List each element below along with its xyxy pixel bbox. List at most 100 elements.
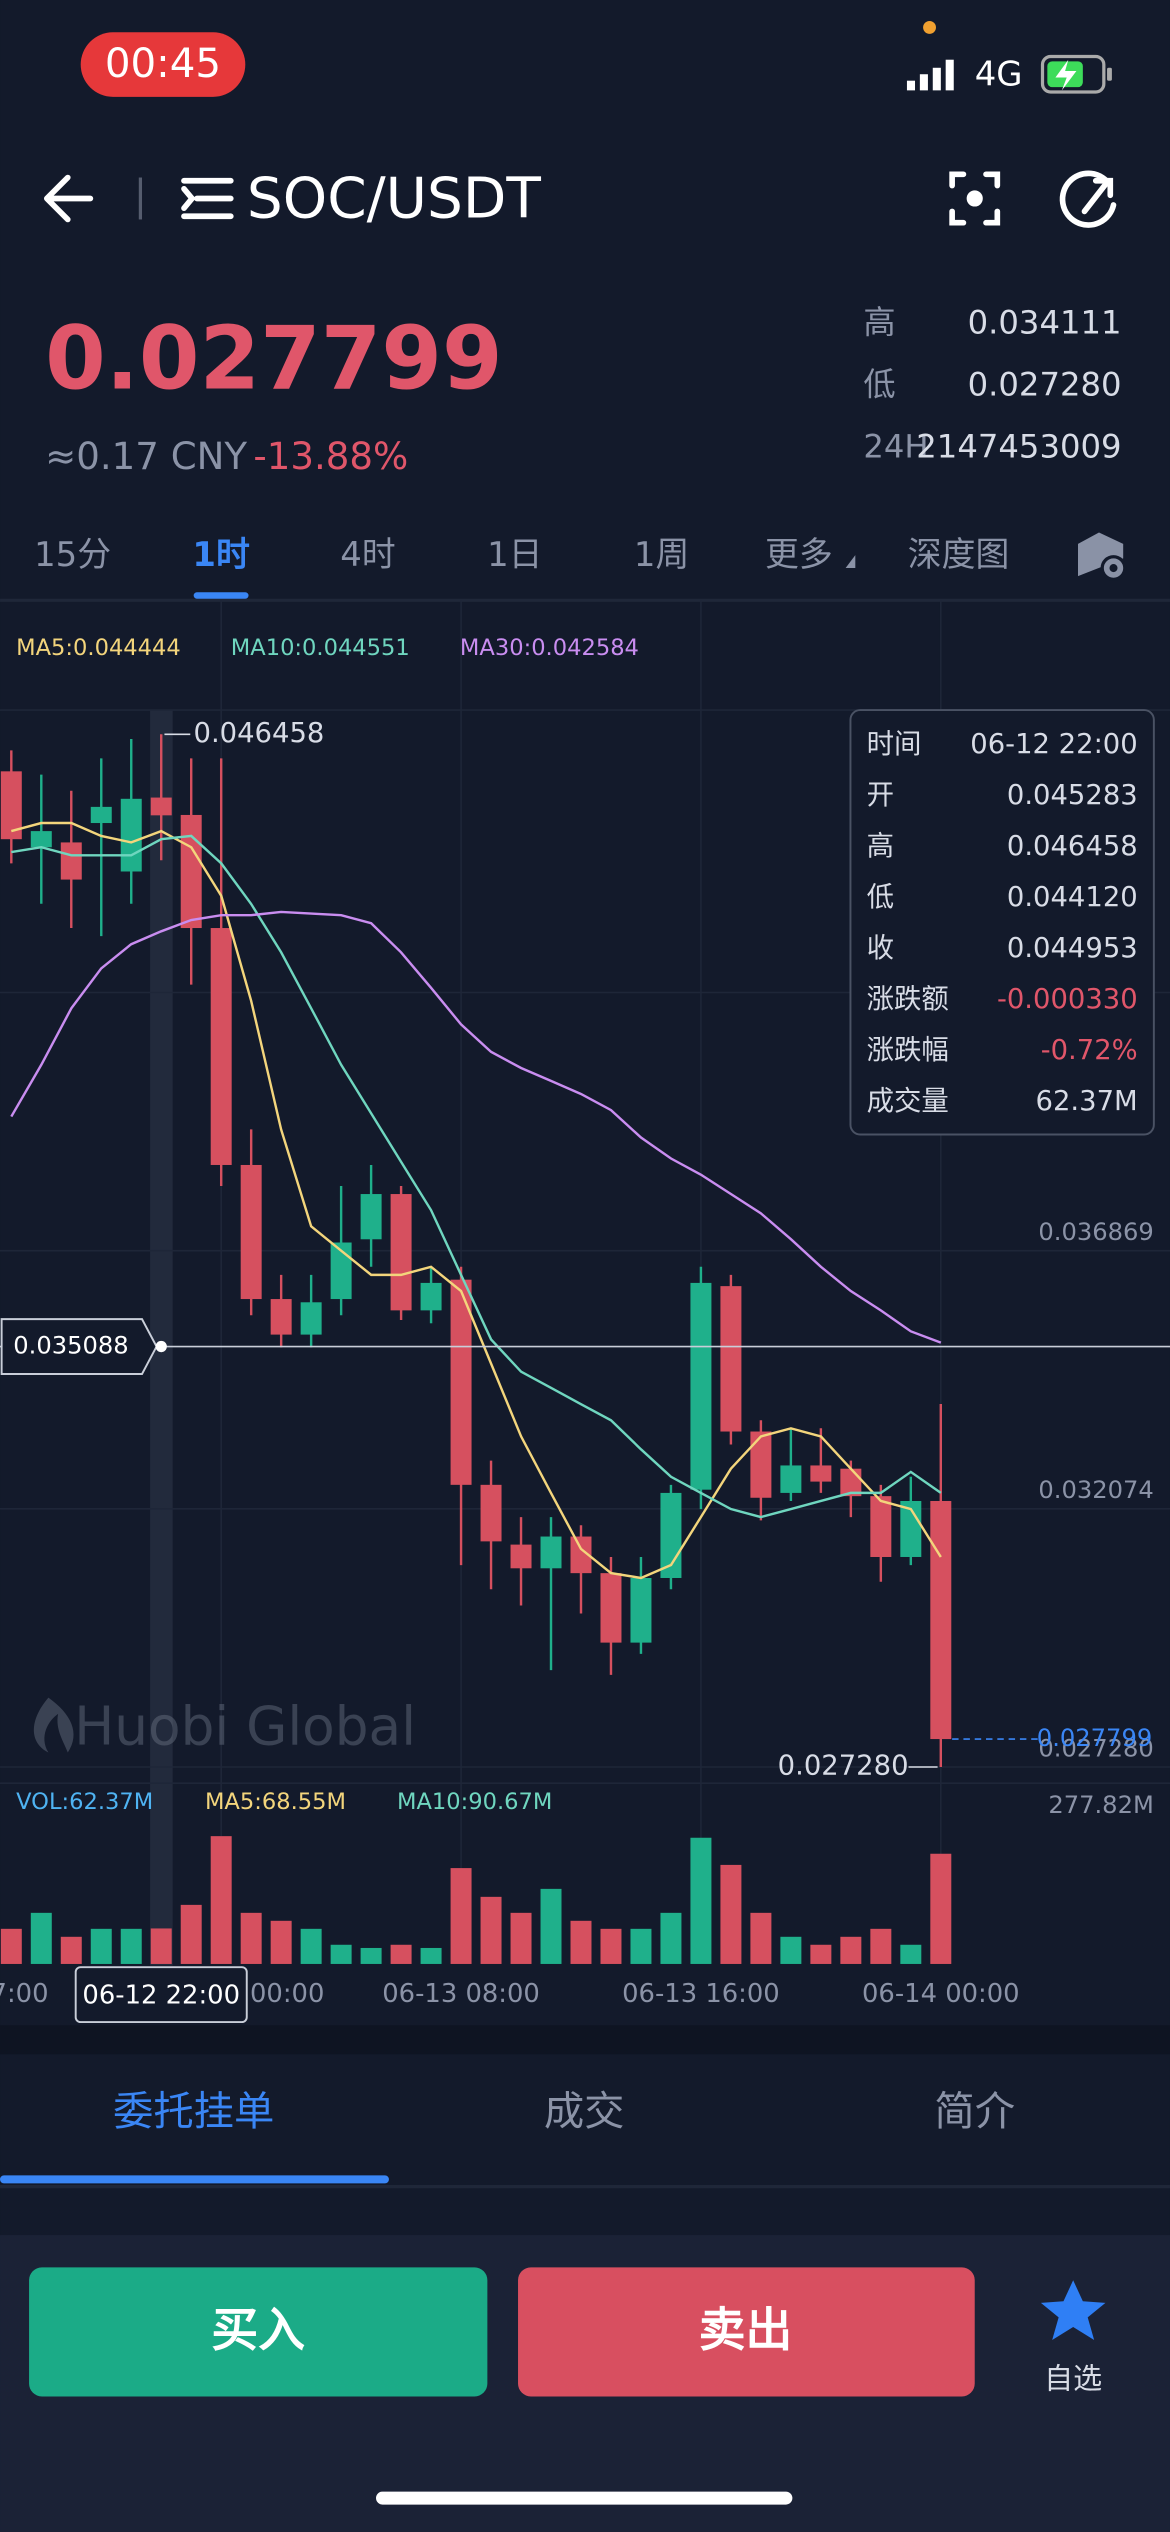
stat-label: 低: [863, 365, 895, 403]
favorite-star[interactable]: [1040, 2280, 1106, 2340]
volume-bar: [570, 1920, 592, 1964]
tooltip-box: [849, 709, 1155, 1136]
battery-icon: [1040, 54, 1112, 94]
ma-line: [10, 821, 942, 1580]
interval-tab[interactable]: 1日: [487, 535, 542, 574]
tooltip-value: 0.044953: [1007, 933, 1138, 964]
volume-bar: [300, 1928, 322, 1964]
volume-bar: [480, 1896, 502, 1964]
pair-title[interactable]: SOC/USDT: [247, 166, 541, 231]
order-tab[interactable]: 委托挂单: [113, 2088, 274, 2135]
volume-bar: [870, 1928, 892, 1964]
volume-bar: [540, 1888, 562, 1964]
volume-bar: [30, 1912, 52, 1964]
candle-body: [90, 806, 112, 824]
indicator-settings-icon[interactable]: [1078, 532, 1127, 581]
sell-label[interactable]: 卖出: [699, 2304, 793, 2358]
volume-bar: [180, 1904, 202, 1964]
gap: [0, 2025, 1170, 2055]
change-percent: -13.88%: [253, 435, 408, 478]
more-triangle: [845, 555, 856, 569]
interval-tab[interactable]: 1周: [634, 535, 689, 574]
tooltip-label: 涨跌幅: [867, 1035, 949, 1066]
candle-body: [210, 928, 232, 1165]
crosshair-price: 0.035088: [13, 1332, 128, 1360]
volume-legend: MA10:90.67M: [397, 1789, 552, 1815]
crosshair-column: [150, 710, 173, 1966]
candle-body: [930, 1500, 952, 1740]
candle-body: [780, 1465, 802, 1493]
buy-button[interactable]: [29, 2267, 488, 2397]
stat-label: 高: [863, 303, 895, 341]
volume-bar: [810, 1944, 832, 1964]
crosshair-dot: [155, 1340, 167, 1353]
candle-body: [390, 1194, 412, 1311]
volume-legend: MA5:68.55M: [205, 1789, 346, 1815]
order-tab[interactable]: 简介: [934, 2088, 1015, 2135]
back-button[interactable]: [43, 174, 94, 223]
tooltip-value: -0.000330: [997, 984, 1138, 1015]
status-time: 00:45: [105, 40, 221, 87]
candle-body: [450, 1279, 472, 1485]
interval-tab[interactable]: 15分: [34, 535, 111, 574]
network: 4G: [975, 54, 1023, 93]
candle-body: [180, 814, 202, 929]
candle-body: [420, 1282, 442, 1311]
dynamic-layer: 0.027799 ≈0.17 CNY -13.88% 高 0.034111 低 0.0272…: [0, 303, 1170, 2395]
ma-legend: MA30:0.042584: [460, 635, 639, 661]
candle-body: [570, 1536, 592, 1574]
watermark-logo: [33, 1697, 74, 1753]
home-indicator: [376, 2491, 793, 2505]
interval-tab[interactable]: 更多: [765, 535, 833, 574]
volume-bar: [330, 1944, 352, 1964]
volume-bar: [780, 1936, 802, 1964]
stat-label: 24H: [863, 428, 928, 466]
interval-tab[interactable]: 1时: [192, 535, 250, 574]
volume-bar: [750, 1912, 772, 1964]
sell-button[interactable]: [518, 2267, 975, 2397]
volume-tick-label: 277.82M: [1048, 1791, 1154, 1819]
menu-icon[interactable]: [181, 177, 234, 220]
candle-body: [600, 1573, 622, 1643]
candle-body: [900, 1500, 922, 1557]
candle-body: [120, 798, 142, 872]
candle-body: [30, 831, 52, 848]
volume-bar: [360, 1947, 382, 1964]
candle-body: [870, 1496, 892, 1557]
tooltip-label: 开: [867, 780, 894, 811]
volume-bar: [120, 1928, 142, 1964]
tooltip-value: 0.044120: [1007, 882, 1138, 913]
x-tick-label: 06-14 00:00: [862, 1979, 1020, 2009]
volume-bar: [390, 1944, 412, 1964]
order-tab[interactable]: 成交: [544, 2088, 625, 2135]
candle-body: [300, 1302, 322, 1335]
candle-body: [360, 1194, 382, 1240]
interval-tab[interactable]: 4时: [340, 535, 395, 574]
buy-label[interactable]: 买入: [211, 2304, 305, 2358]
candle-body: [720, 1286, 742, 1432]
signal-icon: [906, 59, 954, 91]
refresh-icon[interactable]: [1059, 170, 1117, 228]
candle-body: [630, 1577, 652, 1643]
x-tick-label: 00:00: [250, 1979, 324, 2009]
crosshair-time: 06-12 22:00: [82, 1981, 240, 2011]
x-tick-label: 06-13 08:00: [382, 1979, 540, 2009]
volume-bar: [720, 1864, 742, 1964]
watermark: Huobi Global: [74, 1696, 416, 1758]
candle-body: [0, 771, 22, 840]
cny-price: ≈0.17 CNY: [45, 435, 247, 478]
tooltip-value: -0.72%: [1041, 1035, 1138, 1066]
tooltip-label: 时间: [867, 729, 922, 760]
candle-body: [510, 1544, 532, 1569]
candle-body: [750, 1431, 772, 1498]
ma-line: [10, 910, 942, 1344]
ma-line: [11, 834, 942, 1519]
volume-bar: [630, 1928, 652, 1964]
tooltip-label: 收: [867, 933, 894, 964]
order-tab-underline: [0, 2175, 389, 2184]
scan-icon[interactable]: [949, 171, 1001, 226]
stat-value: 0.027280: [968, 365, 1122, 403]
interval-tab[interactable]: 深度图: [908, 535, 1010, 574]
favorite-label[interactable]: 自选: [1044, 2361, 1102, 2395]
